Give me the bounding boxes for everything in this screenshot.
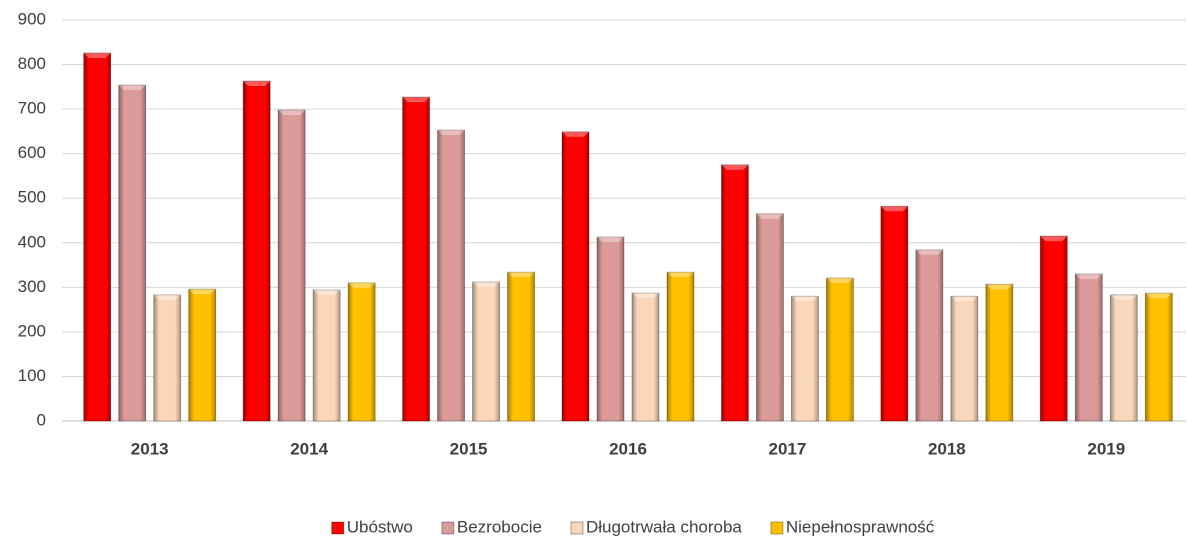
legend-swatch [570, 521, 584, 535]
bar-cap [880, 206, 908, 212]
bar-cap [915, 249, 943, 255]
bar [791, 295, 819, 422]
x-tick-label: 2015 [450, 439, 488, 458]
bar-cap [597, 236, 624, 242]
bar [756, 213, 784, 422]
bar-cap [313, 290, 341, 296]
bar [118, 84, 147, 422]
bar [312, 289, 341, 422]
y-tick-label: 600 [18, 143, 46, 162]
x-tick-label: 2016 [609, 439, 647, 458]
bar-cap [118, 85, 146, 91]
bar-cap [721, 164, 749, 170]
bar-cap [756, 213, 784, 219]
y-tick-label: 500 [18, 188, 46, 207]
bar-cap [632, 293, 659, 299]
bar [561, 131, 590, 422]
bar [507, 271, 535, 422]
bar-cap [826, 277, 854, 283]
bar [83, 52, 112, 422]
bar [1039, 235, 1068, 422]
bar [153, 294, 182, 422]
legend-label: Długotrwała choroba [586, 517, 742, 536]
x-tick-label: 2018 [928, 439, 966, 458]
bar-cap [153, 294, 181, 300]
bar [437, 129, 465, 422]
bar [666, 271, 695, 422]
y-tick-label: 200 [18, 321, 46, 340]
bar-cap [402, 97, 430, 103]
bar-cap [83, 52, 111, 58]
bar [472, 281, 500, 422]
bar [950, 295, 979, 422]
bar-cap [667, 272, 694, 278]
bar [1109, 294, 1138, 422]
bar-cap [188, 289, 216, 295]
bar-cap [1110, 294, 1138, 300]
y-tick-label: 800 [18, 54, 46, 73]
bar-cap [950, 296, 978, 302]
x-tick-label: 2019 [1087, 439, 1125, 458]
legend-label: Niepełnosprawność [786, 517, 935, 536]
bar-cap [1040, 236, 1068, 242]
x-tick-label: 2017 [769, 439, 807, 458]
bar-cap [243, 81, 271, 87]
legend-label: Ubóstwo [347, 517, 413, 536]
legend-swatch [770, 521, 784, 535]
bar [242, 80, 271, 422]
bar [915, 249, 944, 422]
bar-cap [791, 296, 819, 302]
bar [826, 277, 854, 422]
x-tick-label: 2013 [131, 439, 169, 458]
bar-cap [507, 272, 535, 278]
y-tick-label: 400 [18, 232, 46, 251]
y-tick-label: 300 [18, 277, 46, 296]
legend-swatch [331, 521, 345, 535]
legend-label: Bezrobocie [457, 517, 542, 536]
bar [188, 288, 217, 422]
bar [985, 283, 1014, 422]
bar-cap [985, 284, 1013, 290]
bar [721, 164, 749, 422]
bar [347, 282, 376, 422]
bar [880, 205, 909, 422]
bar-cap [278, 110, 306, 116]
y-tick-label: 0 [37, 410, 46, 429]
bar-cap [437, 130, 465, 136]
bar-cap [348, 282, 376, 288]
x-tick-label: 2014 [290, 439, 328, 458]
bar-cap [562, 131, 589, 137]
bar-cap [472, 281, 500, 287]
bar [277, 109, 306, 422]
bar [1074, 273, 1103, 422]
bar-cap [1145, 293, 1173, 299]
bar [402, 96, 430, 422]
bar [596, 236, 625, 422]
legend-swatch [441, 521, 455, 535]
bar [1144, 292, 1173, 422]
y-tick-label: 900 [18, 9, 46, 28]
y-tick-label: 100 [18, 366, 46, 385]
y-tick-label: 700 [18, 99, 46, 118]
bar-cap [1075, 273, 1103, 279]
bar [631, 292, 660, 422]
